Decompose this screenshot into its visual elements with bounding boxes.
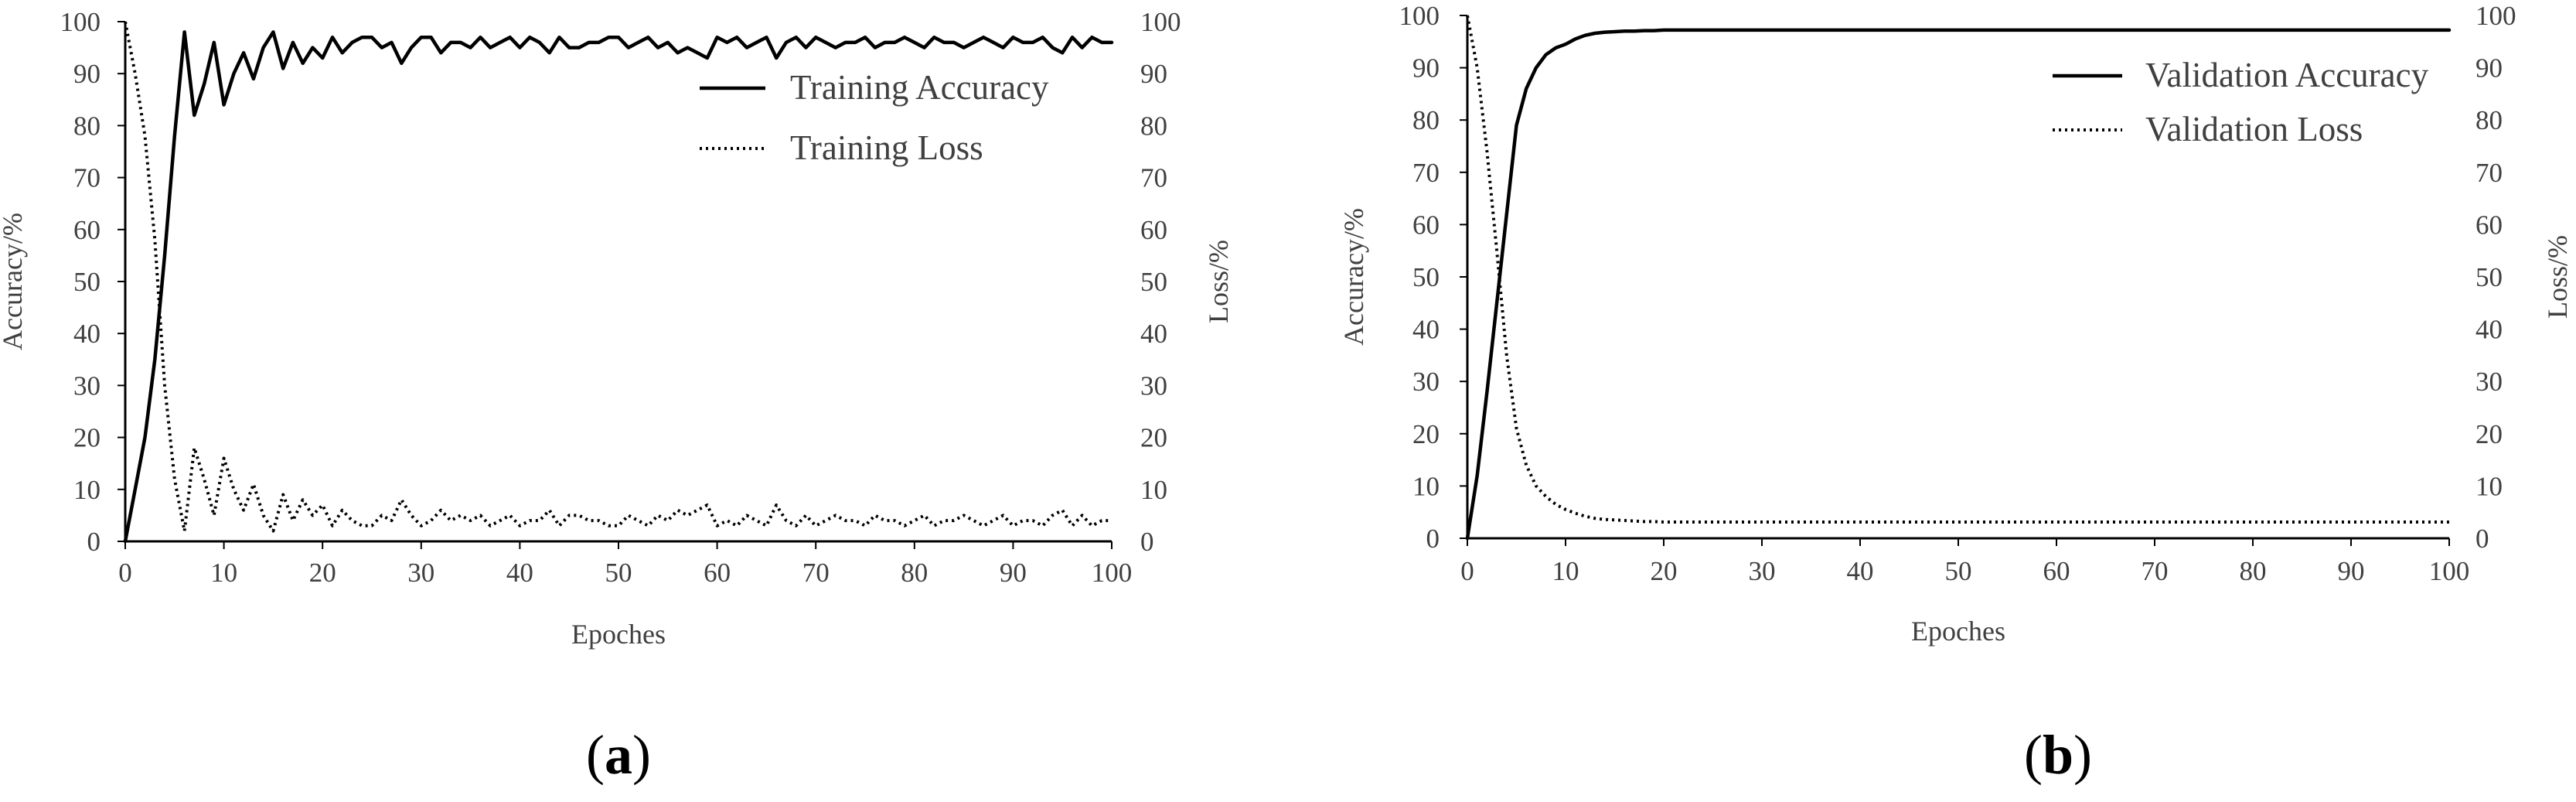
y-tick-label: 40	[1412, 315, 1440, 345]
legend-label: Validation Accuracy	[2145, 56, 2429, 94]
x-tick-label: 60	[704, 558, 731, 588]
y2-tick-label: 20	[1140, 423, 1167, 453]
y2-tick-label: 60	[1140, 215, 1167, 245]
y2-tick-label: 30	[1140, 370, 1167, 401]
y2-tick-label: 20	[2475, 419, 2503, 449]
y-tick-label: 50	[1412, 262, 1440, 292]
panel-b-validation-chart: 0 10 20 30 40 50 60 70 80 90 100010203040506070809…	[1338, 1, 2573, 786]
y-tick-label: 30	[1412, 367, 1440, 397]
y-tick-label: 10	[73, 475, 101, 505]
y2-tick-label: 30	[2475, 367, 2503, 397]
x-tick-label: 60	[2043, 556, 2070, 586]
y-tick-label: 70	[1412, 158, 1440, 188]
y-tick-label: 60	[73, 215, 101, 245]
y2-tick-label: 10	[2475, 471, 2503, 501]
x-tick-label: 40	[1847, 556, 1874, 586]
y-tick-label: 70	[73, 163, 101, 193]
series-line-accuracy	[1465, 28, 2452, 541]
y2-tick-label: 80	[1140, 111, 1167, 141]
y-tick-label: 80	[1412, 105, 1440, 135]
y-tick-label: 0	[1426, 524, 1440, 554]
x-tick-label: 10	[1552, 556, 1579, 586]
x-tick-label: 80	[2240, 556, 2267, 586]
legend-label: Training Loss	[790, 128, 983, 167]
y-tick-label: 100	[60, 7, 101, 37]
y2-tick-label: 70	[1140, 163, 1167, 193]
y2-tick-label: 0	[2475, 524, 2489, 554]
x-tick-label: 100	[1092, 558, 1133, 588]
x-tick-label: 0	[118, 558, 132, 588]
y2-tick-label: 40	[1140, 319, 1167, 349]
legend-label: Training Accuracy	[790, 68, 1049, 107]
y-tick-label: 20	[73, 423, 101, 453]
y2-tick-label: 40	[2475, 315, 2503, 345]
panel-a-training-chart: 0 10 20 30 40 50 60 70 80 90 100010203040506070809…	[0, 7, 1234, 786]
y-tick-label: 0	[87, 527, 101, 557]
x-axis-title: Epoches	[571, 619, 666, 650]
x-axis-title: Epoches	[1911, 616, 2005, 647]
y-tick-label: 10	[1412, 471, 1440, 501]
series-line-loss	[1466, 15, 2449, 524]
panel-caption: (a)	[586, 724, 651, 786]
y-tick-label: 40	[73, 319, 101, 349]
x-tick-label: 20	[309, 558, 336, 588]
y-tick-label: 100	[1399, 1, 1440, 31]
y-axis-title: Accuracy/%	[1338, 208, 1369, 346]
y2-tick-label: 80	[2475, 105, 2503, 135]
x-tick-label: 70	[2142, 556, 2169, 586]
y2-tick-label: 0	[1140, 527, 1154, 557]
y-tick-label: 90	[1412, 53, 1440, 84]
y-tick-label: 60	[1412, 210, 1440, 240]
panel-caption: (b)	[2024, 724, 2092, 786]
y-tick-label: 80	[73, 111, 101, 141]
y-tick-label: 90	[73, 59, 101, 89]
x-tick-label: 90	[2338, 556, 2365, 586]
x-tick-label: 50	[605, 558, 632, 588]
y2-tick-label: 60	[2475, 210, 2503, 240]
x-tick-label: 80	[901, 558, 928, 588]
y2-axis-title: Loss/%	[2542, 235, 2573, 319]
x-tick-label: 100	[2429, 556, 2470, 586]
y2-tick-label: 70	[2475, 158, 2503, 188]
y-tick-label: 20	[1412, 419, 1440, 449]
series-line-accuracy	[123, 30, 1114, 544]
y2-tick-label: 90	[2475, 53, 2503, 84]
x-tick-label: 30	[1749, 556, 1776, 586]
series-line-loss	[124, 21, 1112, 533]
x-tick-label: 70	[802, 558, 830, 588]
y-tick-label: 30	[73, 370, 101, 401]
x-tick-label: 20	[1651, 556, 1678, 586]
y2-tick-label: 100	[1140, 7, 1181, 37]
y2-tick-label: 100	[2475, 1, 2516, 31]
y-tick-label: 50	[73, 267, 101, 297]
x-tick-label: 50	[1945, 556, 1972, 586]
y2-axis-title: Loss/%	[1203, 240, 1234, 323]
x-tick-label: 10	[210, 558, 237, 588]
y2-tick-label: 50	[2475, 262, 2503, 292]
x-tick-label: 30	[407, 558, 434, 588]
x-tick-label: 90	[1000, 558, 1027, 588]
x-tick-label: 40	[506, 558, 533, 588]
y-axis-title: Accuracy/%	[0, 213, 28, 350]
y2-tick-label: 90	[1140, 59, 1167, 89]
y2-tick-label: 50	[1140, 267, 1167, 297]
x-tick-label: 0	[1460, 556, 1474, 586]
legend-label: Validation Loss	[2145, 110, 2363, 148]
y2-tick-label: 10	[1140, 475, 1167, 505]
